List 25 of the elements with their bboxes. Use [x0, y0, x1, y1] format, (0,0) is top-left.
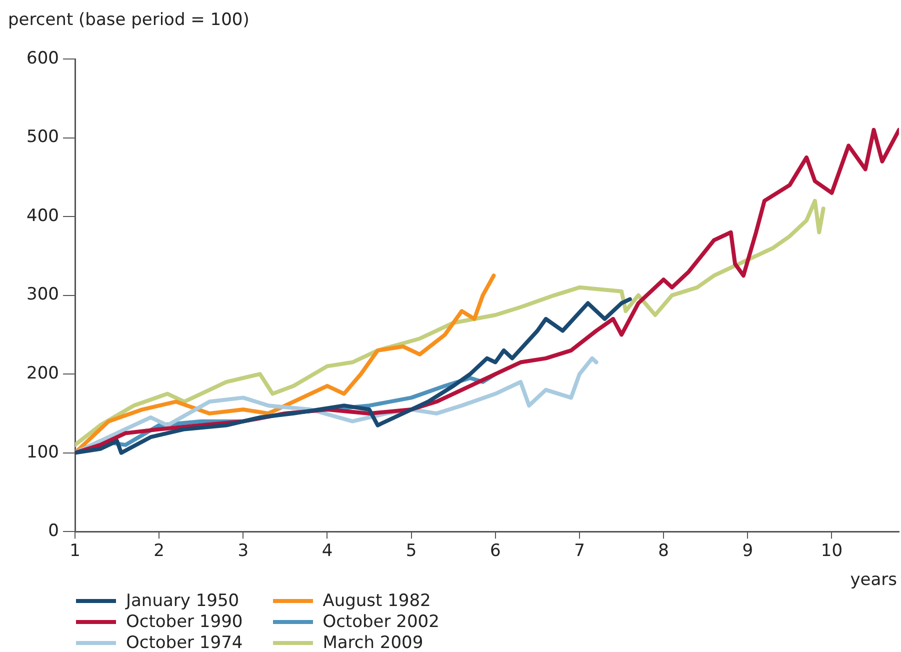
- y-tick-label: 0: [48, 521, 59, 542]
- x-axis-title: years: [850, 570, 897, 590]
- legend-label: January 1950: [126, 590, 240, 610]
- legend-label: October 1974: [126, 632, 243, 652]
- legend-label: August 1982: [322, 590, 431, 610]
- x-tick-label: 6: [490, 541, 501, 562]
- y-tick-label: 300: [26, 284, 59, 305]
- x-tick-label: 4: [322, 541, 333, 562]
- x-tick-label: 7: [574, 541, 585, 562]
- y-tick-label: 500: [26, 127, 59, 148]
- x-tick-label: 8: [658, 541, 669, 562]
- x-tick-label: 2: [154, 541, 164, 562]
- y-tick-label: 600: [26, 48, 59, 68]
- x-tick-label: 1: [70, 541, 80, 562]
- legend-label: October 1990: [126, 612, 243, 632]
- x-tick-label: 5: [406, 541, 417, 562]
- legend-label: October 2002: [322, 612, 440, 632]
- y-tick-label: 200: [26, 363, 59, 384]
- x-tick-label: 10: [820, 541, 843, 562]
- y-tick-label: 100: [26, 442, 59, 462]
- x-tick-label: 3: [238, 541, 249, 562]
- y-tick-label: 400: [26, 206, 59, 226]
- y-axis-title: percent (base period = 100): [8, 10, 250, 30]
- x-tick-label: 9: [742, 541, 754, 562]
- legend-label: March 2009: [322, 632, 424, 652]
